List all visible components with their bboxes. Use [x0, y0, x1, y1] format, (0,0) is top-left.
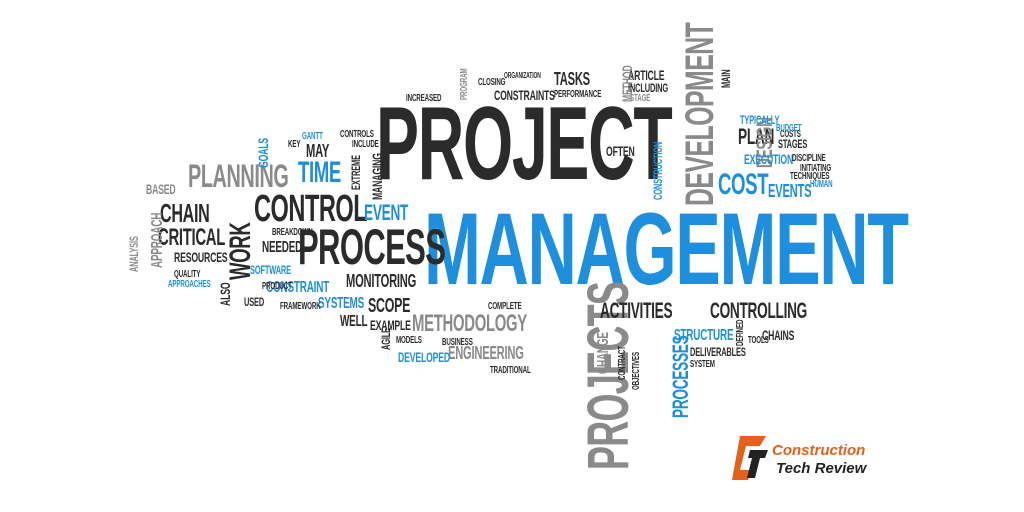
- cloud-word-w-well: WELL: [340, 313, 368, 330]
- cloud-word-w-human: HUMAN: [810, 179, 833, 190]
- cloud-word-w-constraint: CONSTRAINT: [266, 279, 330, 296]
- cloud-word-w-critical: CRITICAL: [158, 224, 226, 251]
- cloud-word-w-change: CHANGE: [595, 332, 612, 374]
- cloud-word-w-typically: TYPICALLY: [740, 113, 780, 127]
- cloud-word-w-business: BUSINESS: [442, 337, 473, 348]
- logo-line-2: Tech Review: [776, 460, 867, 477]
- cloud-word-w-execution: EXECUTION: [744, 151, 794, 167]
- cloud-word-w-extreme: EXTREME: [349, 155, 363, 190]
- cloud-word-main-1: PROJECT: [376, 86, 673, 202]
- cloud-word-w-needed: NEEDED: [262, 239, 303, 256]
- cloud-word-w-deliverables: DELIVERABLES: [690, 345, 746, 359]
- cloud-word-w-analysis: ANALYSIS: [127, 236, 141, 272]
- cloud-word-w-approach: APPROACH: [149, 212, 166, 268]
- cloud-word-w-complete: COMPLETE: [488, 301, 522, 312]
- cloud-word-w-system: SYSTEM: [690, 359, 715, 370]
- ctr-logo-icon: [732, 436, 768, 480]
- cloud-word-w-often: OFTEN: [606, 143, 635, 159]
- cloud-word-w-engineering: ENGINEERING: [448, 343, 524, 363]
- cloud-word-w-product: PRODUCT: [262, 281, 292, 292]
- cloud-word-w-contract: CONTRACT: [617, 346, 628, 380]
- cloud-word-w-monitoring: MONITORING: [346, 271, 417, 291]
- cloud-word-w-controlling: CONTROLLING: [710, 298, 808, 323]
- logo-line-1: Construction: [772, 442, 866, 459]
- cloud-word-w-budget: BUDGET: [776, 123, 802, 134]
- cloud-word-w-discipline: DISCIPLINE: [792, 153, 826, 164]
- cloud-word-w-tools: TOOLS: [748, 335, 769, 346]
- cloud-word-w-costs: COSTS: [780, 129, 801, 140]
- cloud-word-w-stage: STAGE: [630, 93, 651, 104]
- cloud-word-w-also: ALSO: [217, 282, 233, 306]
- cloud-word-w-may: MAY: [306, 141, 330, 161]
- cloud-word-w-development: DEVELOPMENT: [678, 22, 722, 206]
- cloud-word-w-cost: COST: [718, 168, 769, 201]
- cloud-word-w-framework: FRAMEWORK: [280, 301, 321, 312]
- cloud-word-w-controls: CONTROLS: [340, 129, 374, 140]
- cloud-word-w-including: INCLUDING: [628, 81, 668, 95]
- cloud-word-main-2: MANAGEMENT: [424, 192, 909, 306]
- cloud-word-w-traditional: TRADITIONAL: [490, 365, 531, 376]
- cloud-word-w-structure: STRUCTURE: [674, 327, 734, 344]
- cloud-word-w-constraints: CONSTRAINTS: [494, 87, 555, 103]
- cloud-word-w-agile: AGILE: [379, 328, 393, 350]
- cloud-word-w-software: SOFTWARE: [250, 263, 291, 277]
- cloud-word-w-models: MODELS: [396, 335, 422, 346]
- cloud-word-w-developed: DEVELOPED: [398, 349, 450, 365]
- cloud-word-w-article: ARTICLE: [628, 67, 665, 83]
- cloud-word-w-organization: ORGANIZATION: [504, 71, 541, 80]
- cloud-word-w-scope: SCOPE: [368, 295, 411, 317]
- cloud-word-w-chain: CHAIN: [160, 198, 210, 228]
- cloud-word-w-approaches: APPROACHES: [168, 279, 211, 290]
- cloud-word-w-initiating: INITIATING: [800, 163, 832, 174]
- cloud-word-w-process: PROCESS: [298, 219, 446, 275]
- cloud-word-w-performance: PERFORMANCE: [554, 89, 602, 100]
- construction-tech-review-logo: Construction Tech Review: [730, 432, 900, 488]
- cloud-word-w-methodology: METHODOLOGY: [412, 310, 527, 337]
- cloud-word-w-increased: INCREASED: [406, 93, 442, 104]
- cloud-word-w-plan: PLAN: [738, 124, 775, 149]
- cloud-word-w-events: EVENTS: [768, 181, 812, 201]
- cloud-word-w-defined: DEFINED: [735, 319, 746, 346]
- cloud-word-w-event: EVENT: [364, 200, 409, 225]
- cloud-word-w-goals: GOALS: [255, 137, 271, 168]
- cloud-word-w-based: BASED: [146, 181, 176, 197]
- cloud-word-w-objectives: OBJECTIVES: [631, 351, 642, 390]
- cloud-word-w-tasks: TASKS: [554, 69, 590, 89]
- cloud-word-w-stages: STAGES: [778, 137, 808, 151]
- cloud-word-w-systems: SYSTEMS: [318, 295, 365, 312]
- cloud-word-w-construction: CONSTRUCTION: [651, 141, 665, 200]
- cloud-word-w-activities: ACTIVITIES: [600, 298, 673, 323]
- cloud-word-w-used: USED: [244, 295, 265, 309]
- cloud-word-w-key: KEY: [288, 139, 301, 150]
- cloud-word-w-planning: PLANNING: [188, 158, 289, 194]
- cloud-word-w-control: CONTROL: [254, 188, 368, 230]
- cloud-word-w-gantt: GANTT: [302, 131, 323, 142]
- cloud-word-w-closing: CLOSING: [478, 77, 506, 88]
- cloud-word-w-resources: RESOURCES: [174, 249, 228, 265]
- cloud-word-w-program: PROGRAM: [459, 68, 470, 100]
- cloud-word-w-processes: PROCESSES: [668, 335, 693, 418]
- cloud-word-w-time: TIME: [298, 156, 341, 189]
- cloud-word-w-management-small: MANAGING: [369, 153, 385, 200]
- cloud-word-w-include: INCLUDE: [352, 139, 379, 150]
- cloud-word-w-techniques: TECHNIQUES: [790, 171, 830, 182]
- cloud-word-w-example: EXAMPLE: [370, 317, 411, 333]
- cloud-word-w-breakdown: BREAKDOWN: [272, 227, 313, 238]
- cloud-word-w-chains: CHAINS: [762, 327, 795, 343]
- cloud-word-w-main: MAIN: [719, 69, 733, 88]
- cloud-word-w-quality: QUALITY: [174, 269, 201, 280]
